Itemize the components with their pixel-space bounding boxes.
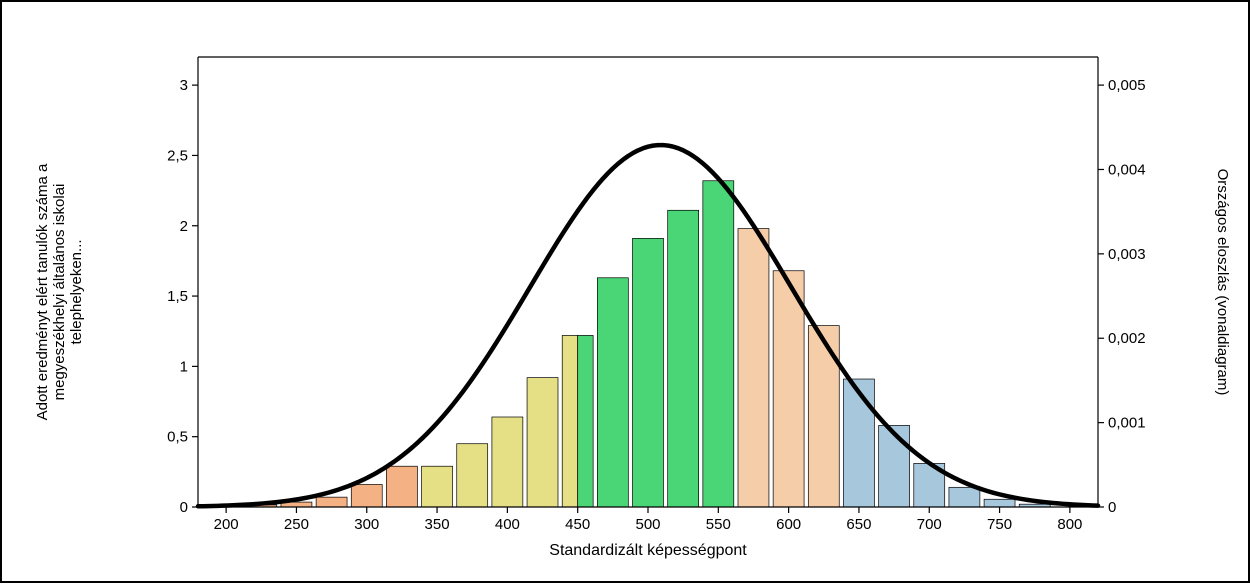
y-left-tick-label: 1 <box>180 358 188 375</box>
x-tick-label: 700 <box>917 516 942 533</box>
y-right-tick-label: 0,005 <box>1108 77 1146 94</box>
bar <box>422 466 453 507</box>
y-left-tick-label: 0,5 <box>167 429 188 446</box>
bar <box>984 499 1015 507</box>
x-tick-label: 750 <box>987 516 1012 533</box>
bar <box>843 379 874 507</box>
y-left-tick-label: 1,5 <box>167 288 188 305</box>
bar <box>808 326 839 507</box>
x-tick-label: 400 <box>495 516 520 533</box>
x-tick-label: 200 <box>214 516 239 533</box>
bar <box>703 181 734 507</box>
y-right-tick-label: 0,004 <box>1108 161 1146 178</box>
bar <box>457 444 488 507</box>
bar <box>527 378 558 507</box>
x-tick-label: 350 <box>425 516 450 533</box>
x-tick-label: 800 <box>1057 516 1082 533</box>
chart-frame: Adott eredményt elért tanulók száma a me… <box>0 0 1250 583</box>
bar <box>597 278 628 507</box>
y-left-tick-label: 3 <box>180 77 188 94</box>
bar <box>386 466 417 507</box>
bar <box>562 335 577 507</box>
bar <box>773 271 804 507</box>
y-left-tick-label: 0 <box>180 499 188 516</box>
bar <box>879 425 910 507</box>
bar <box>316 497 347 507</box>
y-right-tick-label: 0,001 <box>1108 415 1146 432</box>
plot-svg: 0 0,5 1 1,5 2 2,5 3 0 0,001 0,002 0,003 0,004 0,005 2… <box>2 2 1250 585</box>
x-tick-label: 600 <box>776 516 801 533</box>
y-right-tick-label: 0,003 <box>1108 246 1146 263</box>
bar <box>492 417 523 507</box>
y-left-tick-label: 2 <box>180 218 188 235</box>
bar <box>949 487 980 507</box>
bar <box>351 485 382 508</box>
bar <box>633 238 664 507</box>
x-tick-label: 500 <box>635 516 660 533</box>
x-tick-label: 650 <box>846 516 871 533</box>
x-tick-label: 300 <box>354 516 379 533</box>
y-right-tick-label: 0 <box>1108 499 1116 516</box>
x-tick-label: 250 <box>284 516 309 533</box>
x-tick-label: 550 <box>706 516 731 533</box>
bar <box>668 210 699 507</box>
y-left-tick-label: 2,5 <box>167 147 188 164</box>
x-tick-label: 450 <box>565 516 590 533</box>
bar <box>738 229 769 507</box>
y-right-tick-label: 0,002 <box>1108 330 1146 347</box>
bar <box>578 335 593 507</box>
